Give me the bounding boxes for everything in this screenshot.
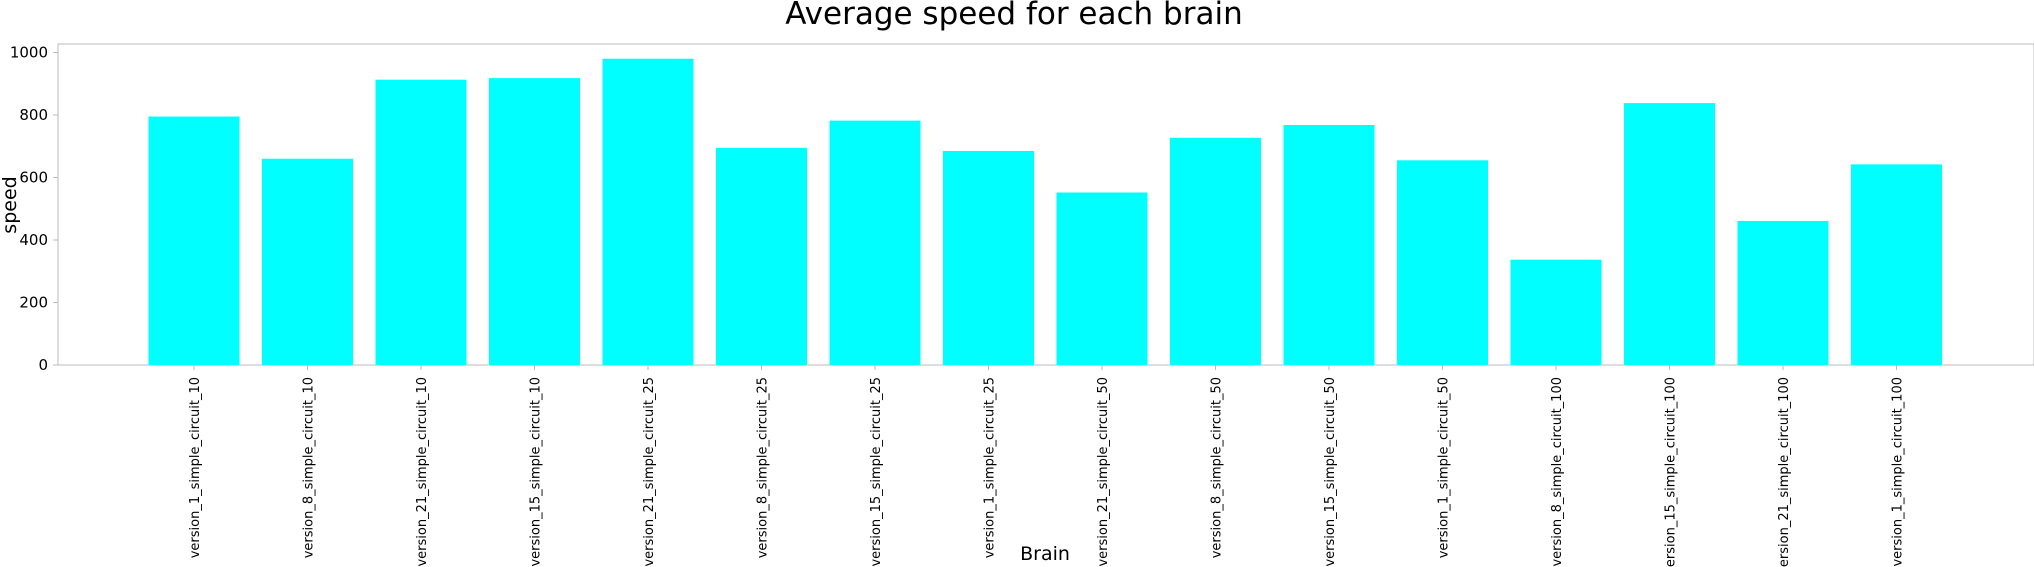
bar-version_15_simple_circuit_10: [489, 78, 580, 365]
bar-version_8_simple_circuit_100: [1510, 259, 1602, 365]
y-tick-label: 800: [19, 106, 48, 124]
x-tick-label: version_1_simple_circuit_25: [983, 377, 998, 558]
x-tick-label: version_21_simple_circuit_100: [1777, 377, 1792, 567]
bar-version_21_simple_circuit_100: [1737, 220, 1829, 365]
bar-version_21_simple_circuit_10: [375, 79, 467, 365]
y-axis-label: speed: [0, 176, 21, 233]
bars-group: [148, 58, 1942, 365]
chart-title: Average speed for each brain: [785, 0, 1242, 32]
bar-version_21_simple_circuit_50: [1056, 192, 1148, 365]
x-tick-label: version_8_simple_circuit_10: [302, 377, 317, 558]
x-tick-label: version_15_simple_circuit_100: [1664, 377, 1679, 567]
bar-version_15_simple_circuit_50: [1283, 125, 1375, 365]
x-tick-label: version_15_simple_circuit_25: [869, 377, 884, 567]
x-tick-label: version_1_simple_circuit_10: [188, 377, 203, 558]
x-tick-label: version_8_simple_circuit_25: [756, 377, 771, 558]
y-tick-label: 0: [38, 356, 48, 374]
x-tick-label: version_21_simple_circuit_10: [415, 377, 430, 567]
bar-version_8_simple_circuit_10: [262, 158, 353, 365]
bar-version_1_simple_circuit_10: [148, 116, 240, 365]
x-tick-label: version_8_simple_circuit_50: [1210, 377, 1225, 558]
bar-version_8_simple_circuit_25: [716, 147, 807, 365]
bar-version_1_simple_circuit_50: [1397, 160, 1488, 365]
bar-version_1_simple_circuit_25: [943, 150, 1034, 365]
bar-version_15_simple_circuit_100: [1624, 103, 1715, 365]
bar-version_8_simple_circuit_50: [1170, 137, 1261, 365]
bar-version_1_simple_circuit_100: [1851, 164, 1942, 365]
y-tick-label: 200: [19, 294, 48, 312]
x-axis-label: Brain: [1020, 543, 1070, 565]
y-tick-label: 400: [19, 231, 48, 249]
x-tick-label: version_15_simple_circuit_50: [1323, 377, 1338, 567]
bar-version_15_simple_circuit_25: [829, 120, 921, 365]
x-axis: version_1_simple_circuit_10 version_8_sim…: [188, 365, 1906, 567]
bar-version_21_simple_circuit_25: [602, 58, 694, 365]
x-tick-label: version_8_simple_circuit_100: [1550, 377, 1565, 567]
x-tick-label: version_15_simple_circuit_10: [529, 377, 544, 567]
y-tick-label: 600: [19, 169, 48, 187]
y-axis: 0 200 400 600 800 1000: [10, 44, 58, 374]
x-tick-label: version_1_simple_circuit_50: [1437, 377, 1452, 558]
y-tick-label: 1000: [10, 44, 48, 62]
x-tick-label: version_21_simple_circuit_25: [642, 377, 657, 567]
x-tick-label: version_1_simple_circuit_100: [1891, 377, 1906, 567]
x-tick-label: version_21_simple_circuit_50: [1096, 377, 1111, 567]
